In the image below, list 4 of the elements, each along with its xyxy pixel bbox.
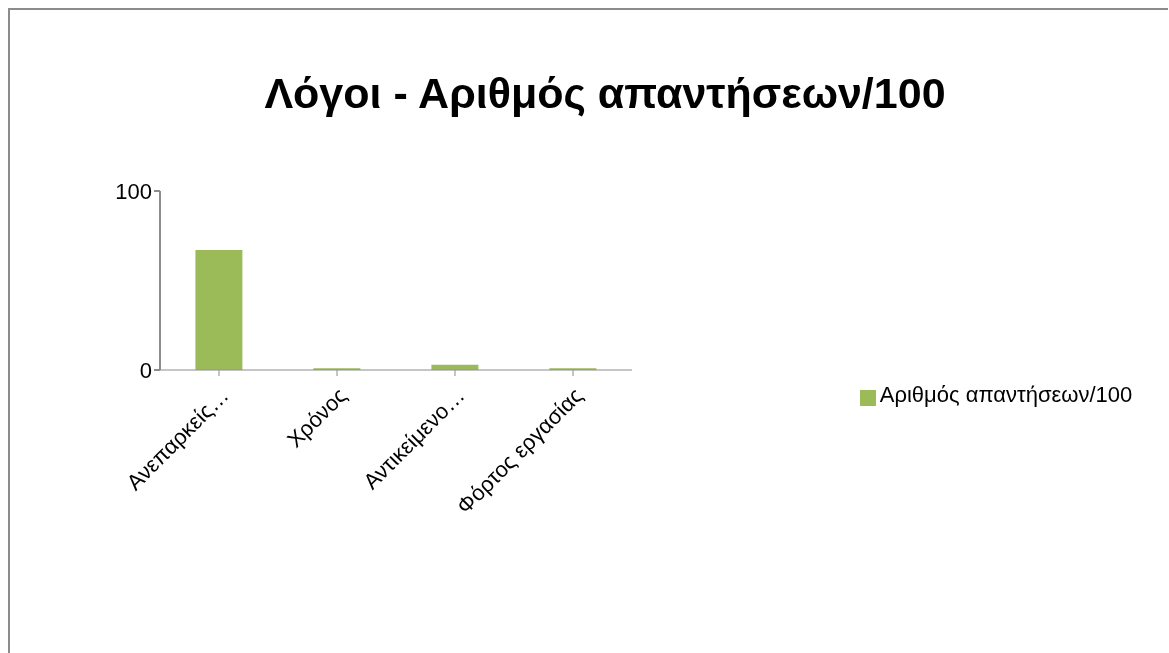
chart-title: Λόγοι - Αριθμός απαντήσεων/100 <box>263 68 947 118</box>
y-tick-label: 100 <box>115 178 152 204</box>
y-tick-label: 0 <box>139 357 152 383</box>
legend-label: Αριθμός απαντήσεων/100 <box>879 382 1133 407</box>
